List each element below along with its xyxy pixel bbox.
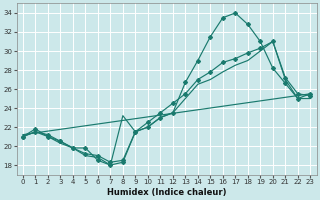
X-axis label: Humidex (Indice chaleur): Humidex (Indice chaleur) <box>107 188 226 197</box>
